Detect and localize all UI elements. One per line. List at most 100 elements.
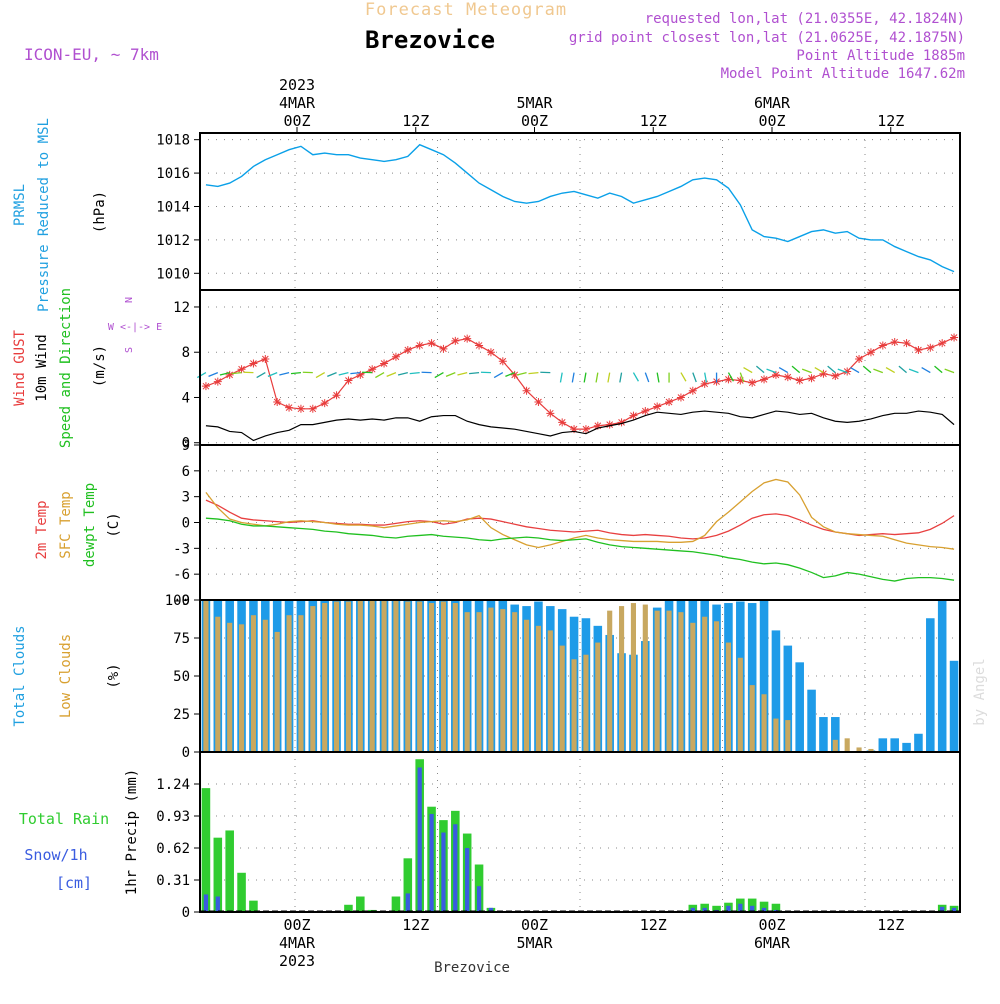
low-cloud-bar (298, 615, 303, 752)
temp-unit: (C) (106, 512, 122, 537)
low-cloud-bar (643, 605, 648, 752)
low-cloud-bar (726, 643, 731, 752)
low-cloud-bar (203, 600, 208, 752)
gust-point (665, 398, 673, 406)
wind-dir-label: Speed and Direction (58, 288, 74, 448)
pressure-label-2: Pressure Reduced to MSL (36, 118, 52, 312)
gust-point (879, 341, 887, 349)
wind-direction-arrow (257, 373, 266, 378)
credit: by Angel (972, 658, 988, 725)
low-cloud-bar (666, 611, 671, 752)
total-cloud-bar (819, 717, 828, 752)
gust-point (261, 355, 269, 363)
wind-direction-arrow (792, 366, 800, 372)
wind-direction-arrow (850, 368, 859, 373)
y-tick-label: 25 (173, 707, 190, 723)
total-cloud-bar (902, 743, 911, 752)
wind-direction-arrow (620, 373, 622, 383)
low-cloud-bar (346, 602, 351, 752)
snow-unit-label: [cm] (56, 874, 92, 892)
gust-point (439, 345, 447, 353)
low-cloud-bar (512, 612, 517, 752)
low-cloud-bar (263, 620, 268, 752)
low-cloud-bar (595, 643, 600, 752)
top-time-label: 4MAR (279, 94, 316, 112)
gust-point (677, 393, 685, 401)
low-cloud-bar (524, 620, 529, 752)
wind-direction-arrow (645, 373, 648, 382)
gust-point (392, 353, 400, 361)
y-tick-label: 0.31 (156, 873, 190, 889)
low-cloud-bar (655, 611, 660, 752)
pressure-label-1: PRMSL (12, 184, 28, 226)
gridpoint-coords: grid point closest lon,lat (21.0625E, 42… (569, 30, 965, 46)
wind-direction-arrow (375, 373, 384, 378)
low-cloud-bar (381, 600, 386, 752)
gust-point (796, 377, 804, 385)
bottom-time-label: 12Z (877, 916, 904, 934)
gust-point (249, 360, 257, 368)
low-cloud-bar (619, 606, 624, 752)
wind-direction-arrow (410, 373, 420, 374)
wind-direction-arrow (469, 373, 479, 374)
low-cloud-bar (583, 655, 588, 752)
low-cloud-bar (405, 602, 410, 752)
bottom-time-label: 00Z (283, 916, 310, 934)
gust-point (926, 344, 934, 352)
y-tick-label: 1.24 (156, 777, 190, 793)
gust-point (748, 379, 756, 387)
low-cloud-bar (548, 630, 553, 752)
total-rain-label: Total Rain (19, 810, 109, 828)
y-tick-label: 8 (182, 345, 190, 361)
total-cloud-bar (795, 662, 804, 752)
wind-direction-arrow (657, 373, 659, 383)
y-tick-label: 12 (173, 300, 190, 316)
total-cloud-bar (950, 661, 959, 752)
gust-point (701, 380, 709, 388)
low-cloud-bar (785, 720, 790, 752)
gust-point (451, 337, 459, 345)
model-altitude: Model Point Altitude 1647.62m (721, 66, 965, 82)
y-tick-label: 100 (165, 593, 190, 609)
gust-point (487, 348, 495, 356)
gust-point (831, 372, 839, 380)
low-cloud-bar (441, 602, 446, 752)
wind-direction-arrow (909, 369, 918, 372)
low-cloud-bar (488, 608, 493, 752)
wind-direction-arrow (457, 373, 467, 375)
wind-direction-arrow (922, 368, 931, 373)
rain-bar (356, 897, 365, 912)
low-cloud-bar (453, 603, 458, 752)
bottom-time-label: 00Z (521, 916, 548, 934)
wind-direction-arrow (517, 373, 527, 375)
gust-point (475, 341, 483, 349)
y-tick-label: 75 (173, 631, 190, 647)
gust-point (499, 357, 507, 365)
low-cloud-bar (370, 600, 375, 752)
low-cloud-bar (678, 612, 683, 752)
snow-bar (453, 824, 457, 912)
clouds-unit: (%) (106, 663, 122, 688)
panel-frame (200, 752, 960, 912)
wind-direction-arrow (528, 373, 538, 374)
gust-point (546, 409, 554, 417)
chart-title: Forecast Meteogram (365, 0, 567, 20)
low-cloud-bar (322, 603, 327, 752)
bottom-time-label: 6MAR (754, 934, 791, 952)
rain-bar (225, 830, 234, 912)
bottom-time-label: 4MAR (279, 934, 316, 952)
gust-point (344, 377, 352, 385)
gust-point (784, 373, 792, 381)
y-tick-label: 4 (182, 390, 190, 406)
low-cloud-bar (393, 600, 398, 752)
wind-direction-arrow (209, 373, 218, 377)
total-cloud-bar (926, 618, 935, 752)
rain-bar (237, 873, 246, 912)
gust-point (416, 341, 424, 349)
total-cloud-bar (914, 734, 923, 752)
y-tick-label: 9 (182, 438, 190, 454)
wind-direction-arrow (779, 368, 788, 373)
gust-point (760, 375, 768, 383)
gust-point (463, 335, 471, 343)
